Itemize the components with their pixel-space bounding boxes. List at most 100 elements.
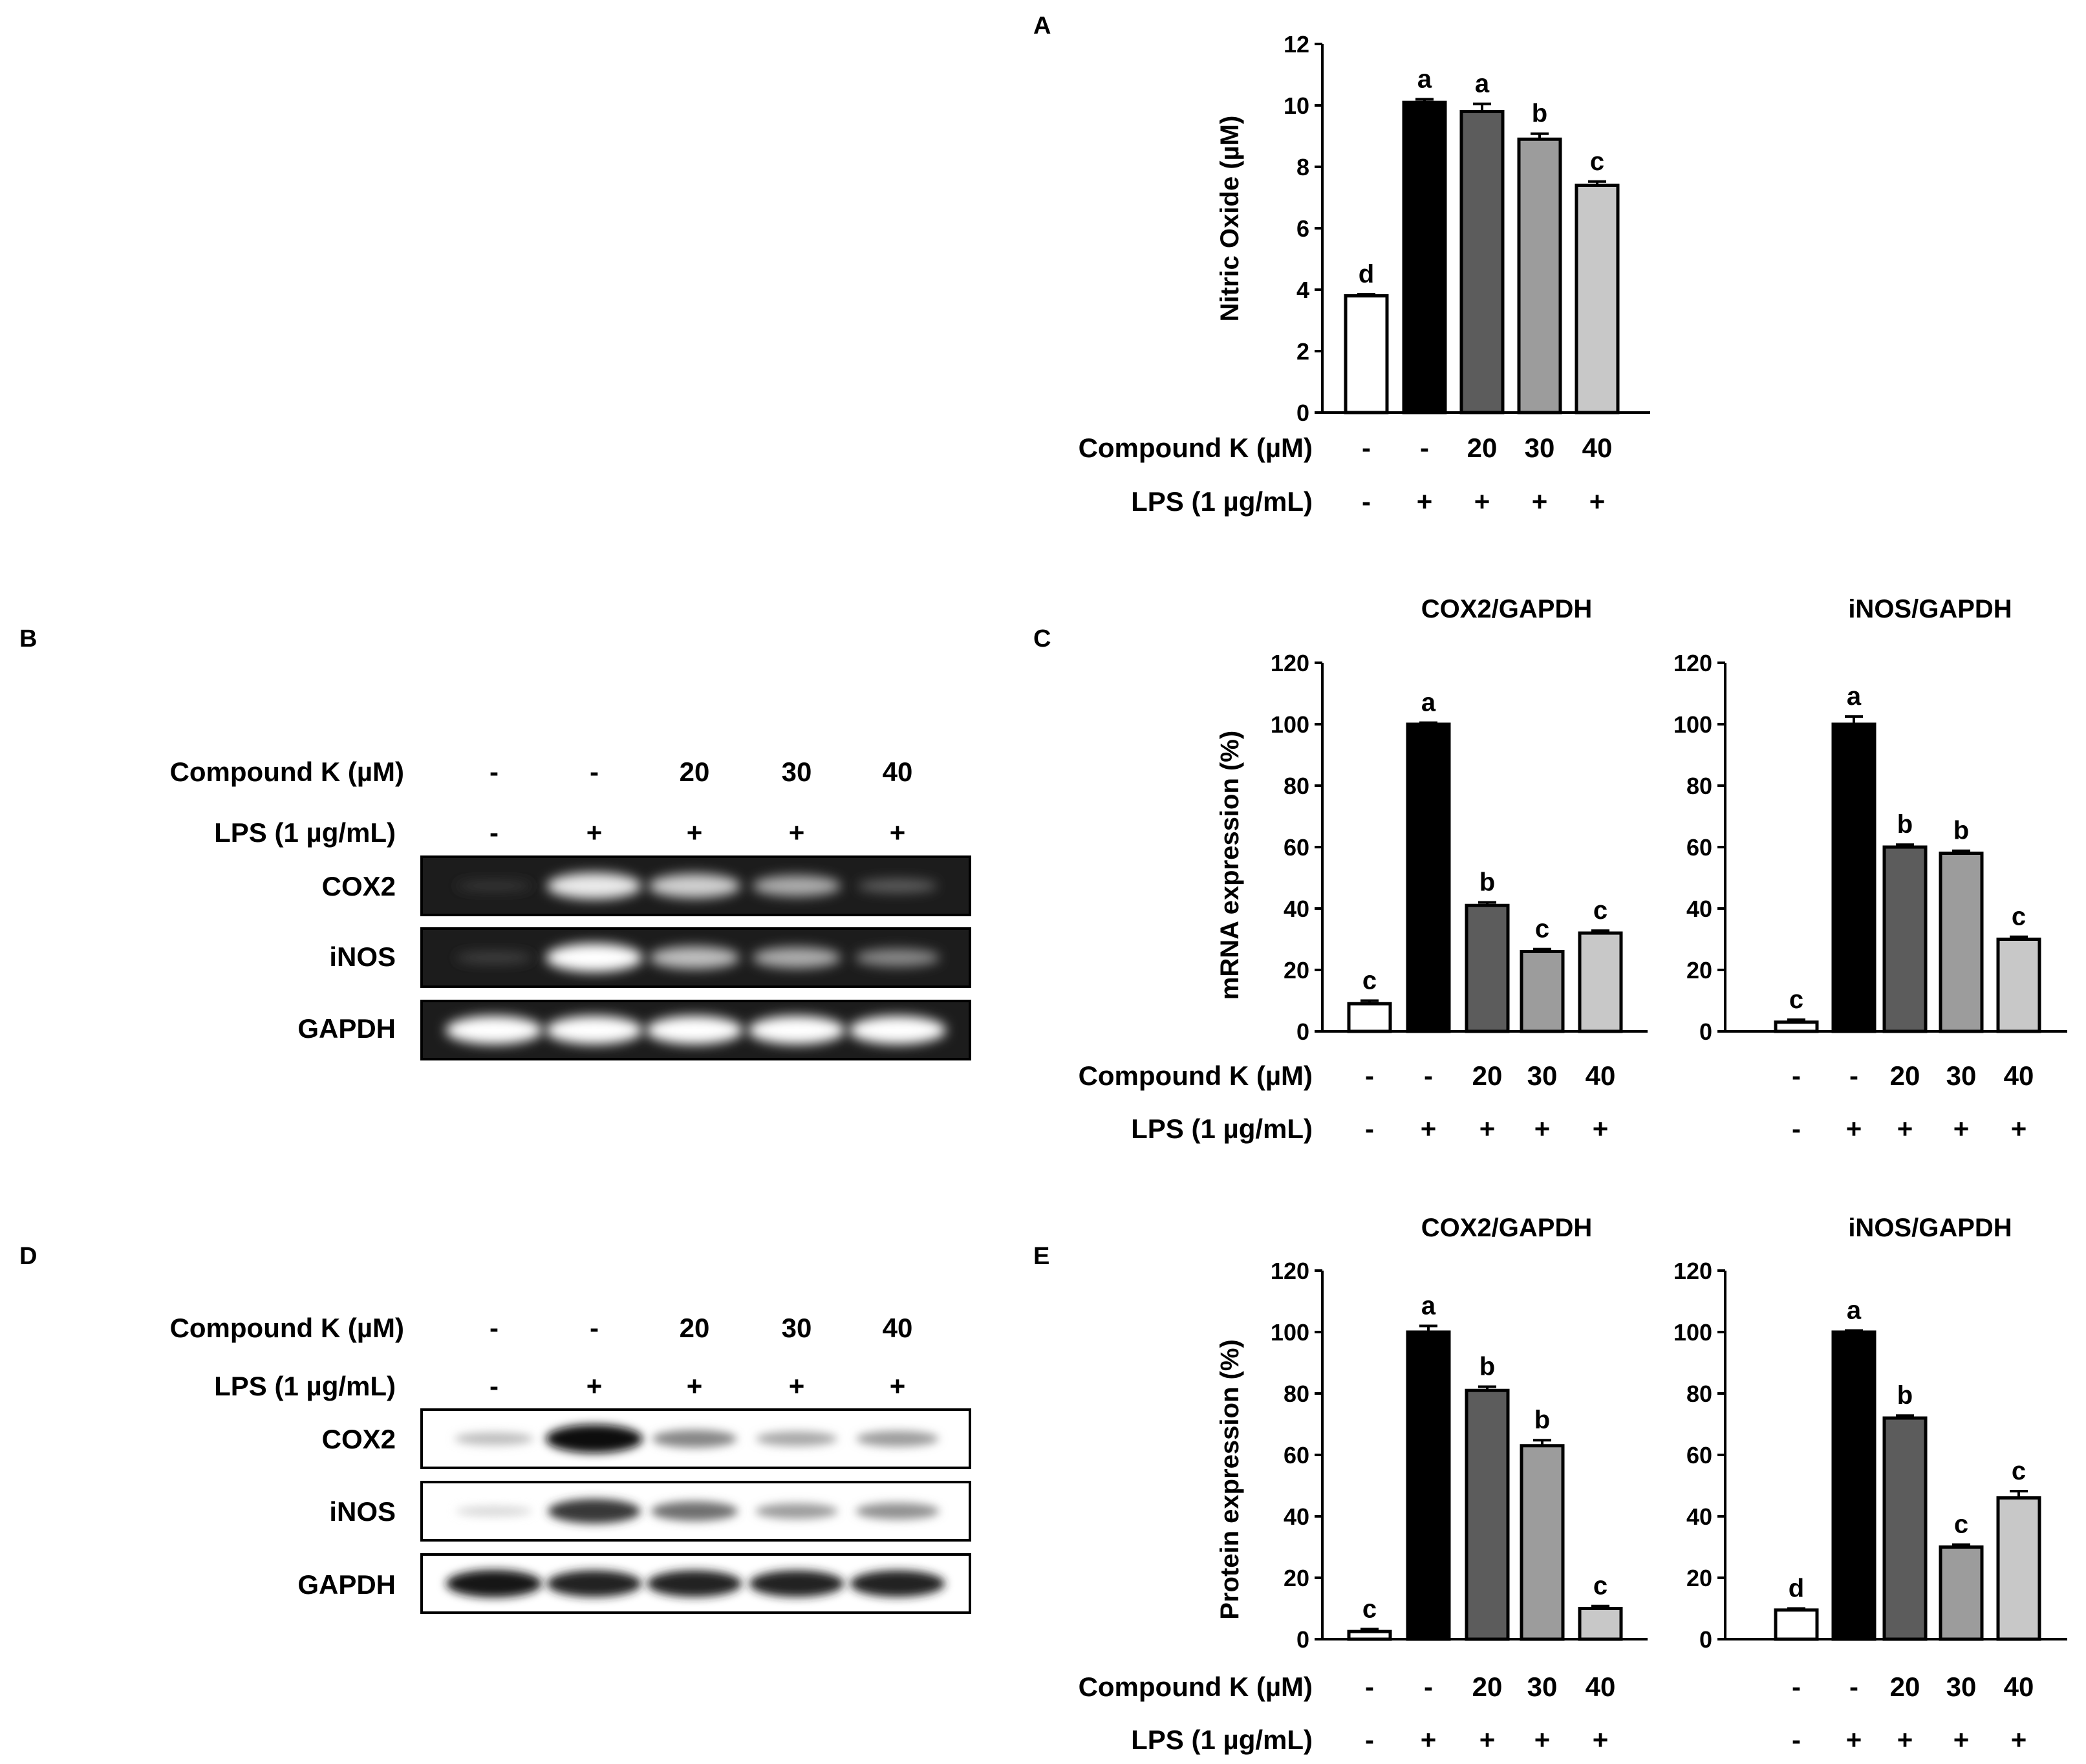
- significance-letter: b: [1479, 868, 1495, 897]
- significance-letter: b: [1532, 100, 1547, 128]
- significance-letter: c: [1789, 985, 1803, 1014]
- bar: [1347, 1630, 1392, 1641]
- band: [849, 1016, 946, 1044]
- chart-title-e-cox2: COX2/GAPDH: [1421, 1214, 1593, 1242]
- y-tick-label: 120: [1271, 1258, 1309, 1284]
- significance-letter: c: [1362, 1595, 1377, 1623]
- compound-dose-label: -: [1424, 1672, 1433, 1702]
- chart-e2: 0 20 40 60 80 100 120 d a b c c - - 20 30 40 - + + + +: [1673, 1258, 2067, 1755]
- bar: [1831, 1330, 1876, 1641]
- lps-symbol: +: [586, 1371, 603, 1401]
- significance-letter: d: [1359, 260, 1374, 288]
- bar: [1344, 294, 1389, 414]
- lps-row-label-b: LPS (1 µg/mL): [214, 817, 396, 848]
- band: [546, 872, 642, 899]
- lps-symbol: +: [687, 817, 703, 848]
- bar: [1939, 852, 1984, 1033]
- significance-letter: a: [1421, 689, 1436, 717]
- panel-letter-d: D: [19, 1243, 37, 1270]
- y-tick-label: 100: [1673, 711, 1712, 738]
- significance-letter: c: [1954, 1511, 1968, 1539]
- chart-title-c-inos: iNOS/GAPDH: [1848, 595, 2012, 623]
- bar: [1578, 931, 1623, 1033]
- band: [548, 1499, 641, 1523]
- panel-letter-c: C: [1033, 625, 1051, 652]
- chart-a: 0 2 4 6 8 10 12 d a a b c - - 20 30 40 - + + + +: [1284, 31, 1650, 517]
- chart-c2: 0 20 40 60 80 100 120 c a b b c - - 20 30 40 - + + + +: [1673, 650, 2067, 1144]
- lps-symbol: -: [1362, 486, 1371, 517]
- bar: [1996, 1496, 2041, 1641]
- band: [749, 1570, 844, 1597]
- y-tick-label: 8: [1296, 154, 1309, 180]
- bar: [1575, 184, 1620, 414]
- significance-letter: c: [1362, 967, 1377, 995]
- band: [456, 880, 532, 892]
- band: [456, 1505, 532, 1517]
- compound-dose-label: -: [489, 757, 499, 787]
- compound-dose-label: 30: [782, 1313, 812, 1343]
- compound-dose-label: 20: [1472, 1060, 1503, 1091]
- band: [446, 1569, 543, 1598]
- y-tick-label: 60: [1284, 1442, 1309, 1468]
- band: [647, 1570, 742, 1597]
- significance-letter: b: [1534, 1406, 1550, 1434]
- band: [752, 875, 841, 897]
- y-tick-label: 40: [1686, 896, 1712, 922]
- y-tick-label: 80: [1284, 1381, 1309, 1407]
- panel-letter-b: B: [19, 625, 37, 652]
- y-tick-label: 0: [1296, 1018, 1309, 1045]
- y-tick-label: 120: [1271, 650, 1309, 676]
- bar: [1520, 950, 1565, 1033]
- significance-letter: c: [1593, 1572, 1608, 1600]
- band: [455, 1432, 533, 1445]
- bar: [1465, 1388, 1510, 1641]
- bar: [1465, 903, 1510, 1033]
- compound-dose-label: -: [1792, 1060, 1801, 1091]
- lps-symbol: +: [789, 1371, 805, 1401]
- significance-letter: b: [1897, 810, 1913, 839]
- compound-dose-label: -: [1849, 1672, 1858, 1702]
- lps-symbol: +: [1897, 1725, 1913, 1755]
- chart-title-e-inos: iNOS/GAPDH: [1848, 1214, 2012, 1242]
- significance-letter: a: [1475, 70, 1490, 98]
- lps-row-label-a: LPS (1 µg/mL): [1131, 486, 1313, 517]
- lps-symbol: +: [1421, 1113, 1437, 1144]
- y-tick-label: 6: [1296, 215, 1309, 242]
- band: [752, 947, 841, 969]
- bar: [1578, 1607, 1623, 1641]
- bar: [1347, 1002, 1392, 1033]
- lps-symbol: +: [789, 817, 805, 848]
- band: [755, 1503, 838, 1520]
- bar: [1831, 722, 1876, 1033]
- band-strip-gapdh: [420, 1000, 971, 1060]
- band-strip-gapdh: [420, 1553, 971, 1614]
- band: [648, 874, 741, 898]
- lps-symbol: +: [890, 1371, 906, 1401]
- band-label-d-cox2: COX2: [322, 1424, 396, 1454]
- chart-e1: 0 20 40 60 80 100 120 c a b b c - - 20 30 40 - + + + +: [1271, 1258, 1648, 1755]
- band: [446, 1016, 543, 1044]
- agarose-gel-b: - - 20 30 40 - + + + +: [420, 757, 971, 1060]
- compound-dose-label: 40: [883, 757, 913, 787]
- band: [646, 1016, 743, 1044]
- lps-symbol: +: [1846, 1113, 1862, 1144]
- lps-symbol: -: [1365, 1113, 1374, 1144]
- significance-letter: c: [1535, 915, 1549, 943]
- significance-letter: c: [2012, 1457, 2026, 1485]
- compound-dose-label: 40: [1586, 1060, 1616, 1091]
- lps-symbol: +: [1534, 1113, 1551, 1144]
- band-strip-cox2: [420, 1408, 971, 1469]
- band: [546, 1425, 643, 1453]
- lps-row-label-e: LPS (1 µg/mL): [1131, 1725, 1313, 1755]
- lps-symbol: +: [1534, 1725, 1551, 1755]
- compound-dose-label: 30: [1527, 1060, 1558, 1091]
- y-tick-label: 80: [1686, 1381, 1712, 1407]
- lps-symbol: +: [1479, 1113, 1496, 1144]
- bar: [1406, 722, 1451, 1033]
- significance-letter: b: [1953, 817, 1969, 845]
- lps-symbol: -: [489, 817, 499, 848]
- chart-title-c-cox2: COX2/GAPDH: [1421, 595, 1593, 623]
- compound-dose-label: -: [1365, 1672, 1374, 1702]
- compound-dose-label: 30: [782, 757, 812, 787]
